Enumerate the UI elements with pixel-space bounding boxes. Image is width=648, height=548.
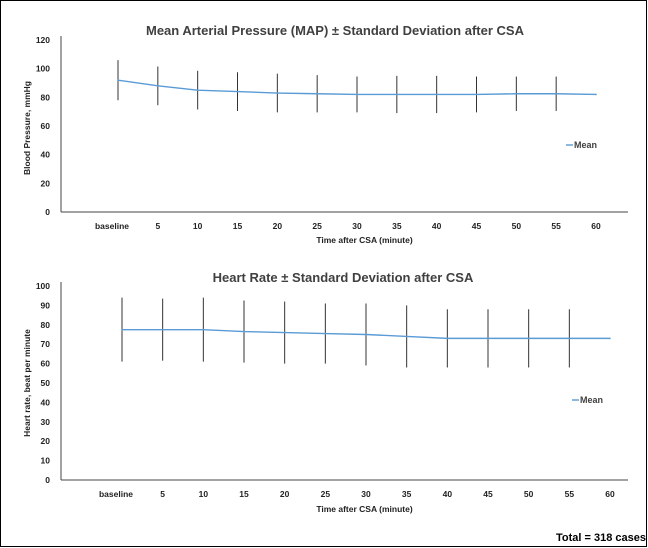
mean-point	[243, 330, 245, 333]
mean-point	[324, 332, 327, 335]
x-tick-label: 35	[402, 489, 412, 499]
mean-point	[487, 337, 489, 340]
mean-point	[276, 92, 279, 94]
y-tick-label: 40	[41, 397, 51, 407]
x-tick-label: 30	[361, 489, 371, 499]
y-tick-label: 20	[41, 178, 51, 188]
mean-point	[202, 328, 205, 331]
x-tick-label: 5	[160, 489, 165, 499]
mean-point	[527, 337, 530, 340]
y-tick-label: 60	[41, 121, 51, 131]
x-tick-label: 60	[591, 221, 601, 231]
chart-title: Heart Rate ± Standard Deviation after CS…	[213, 270, 474, 285]
x-tick-label: 55	[551, 221, 561, 231]
y-tick-label: 100	[36, 64, 50, 74]
x-tick-label: 40	[432, 221, 442, 231]
y-tick-label: 30	[41, 417, 51, 427]
x-tick-label: baseline	[95, 221, 129, 231]
mean-point	[595, 93, 597, 96]
x-tick-label: 25	[321, 489, 331, 499]
mean-point	[446, 337, 449, 340]
y-tick-label: 60	[41, 359, 51, 369]
mean-point	[568, 337, 571, 340]
x-tick-label: 10	[193, 221, 203, 231]
x-tick-label: 5	[155, 221, 160, 231]
legend-label: Mean	[574, 140, 597, 150]
x-tick-label: 50	[512, 221, 522, 231]
y-axis-label: Blood Pressure, mmHg	[22, 81, 32, 175]
y-tick-label: 90	[41, 300, 51, 310]
mean-point	[196, 89, 199, 91]
mean-point	[157, 85, 159, 87]
map-chart: Mean Arterial Pressure (MAP) ± Standard …	[22, 23, 628, 245]
mean-point	[117, 79, 119, 81]
mean-point	[161, 328, 164, 331]
y-tick-label: 70	[41, 339, 51, 349]
x-tick-label: baseline	[99, 489, 133, 499]
mean-point	[316, 92, 318, 95]
y-tick-label: 100	[36, 281, 50, 291]
mean-point	[405, 335, 408, 338]
x-tick-label: 55	[565, 489, 575, 499]
mean-point	[236, 90, 239, 93]
x-tick-label: 60	[605, 489, 615, 499]
x-tick-label: 35	[392, 221, 402, 231]
x-tick-label: 20	[280, 489, 290, 499]
y-tick-label: 0	[45, 475, 50, 485]
y-tick-label: 120	[36, 35, 50, 45]
x-tick-label: 15	[239, 489, 249, 499]
mean-point	[475, 93, 478, 96]
y-tick-label: 10	[41, 456, 51, 466]
x-axis-label: Time after CSA (minute)	[316, 235, 413, 245]
mean-point	[356, 93, 358, 96]
total-cases-label: Total = 318 cases	[556, 532, 646, 544]
mean-point	[283, 331, 286, 334]
x-tick-label: 40	[443, 489, 453, 499]
y-axis-label: Heart rate, beat per minute	[22, 329, 32, 437]
x-tick-label: 30	[352, 221, 362, 231]
y-tick-label: 0	[45, 207, 50, 217]
mean-point	[609, 337, 611, 340]
chart-title: Mean Arterial Pressure (MAP) ± Standard …	[146, 23, 525, 38]
y-tick-label: 50	[41, 378, 51, 388]
mean-point	[555, 92, 557, 95]
mean-point	[121, 328, 123, 331]
x-tick-label: 50	[524, 489, 534, 499]
mean-point	[435, 93, 438, 96]
x-axis-label: Time after CSA (minute)	[316, 504, 413, 514]
x-tick-label: 45	[483, 489, 493, 499]
legend-label: Mean	[580, 395, 603, 405]
x-tick-label: 45	[472, 221, 482, 231]
mean-point	[515, 92, 518, 95]
mean-point	[396, 93, 398, 96]
x-tick-label: 15	[233, 221, 243, 231]
x-tick-label: 10	[199, 489, 209, 499]
y-tick-label: 80	[41, 320, 51, 330]
mean-point	[365, 333, 367, 336]
x-tick-label: 20	[273, 221, 283, 231]
y-tick-label: 20	[41, 436, 51, 446]
x-tick-label: 25	[312, 221, 322, 231]
y-tick-label: 40	[41, 150, 51, 160]
y-tick-label: 80	[41, 92, 51, 102]
